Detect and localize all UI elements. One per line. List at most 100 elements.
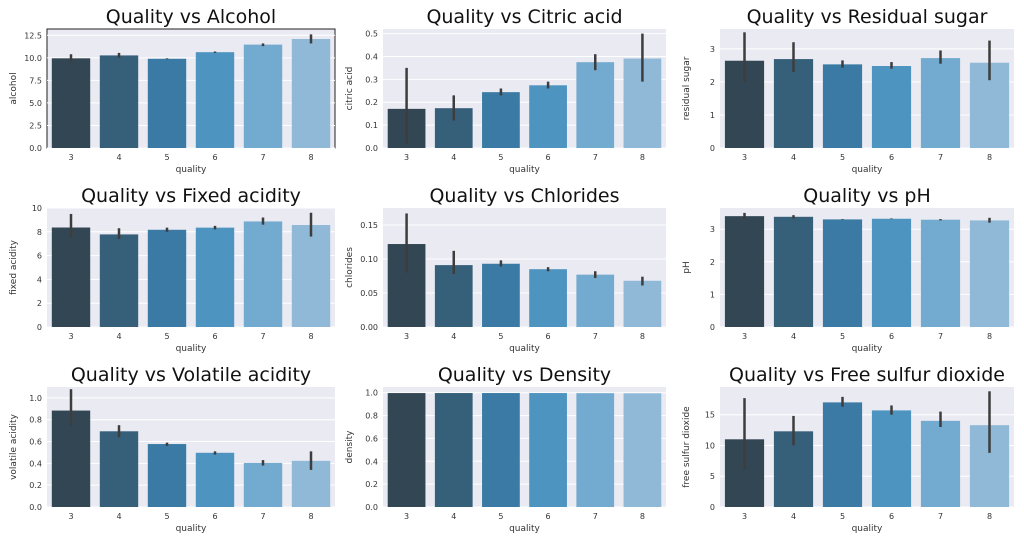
x-tick-label: 6 — [889, 153, 894, 162]
x-tick-label: 4 — [791, 512, 796, 521]
x-tick-label: 3 — [742, 332, 747, 341]
x-axis-label: quality — [852, 524, 883, 534]
y-tick-label: 0.4 — [365, 52, 378, 61]
bar — [871, 66, 912, 148]
x-tick-label: 5 — [840, 332, 845, 341]
bar — [623, 280, 662, 327]
bar — [822, 402, 863, 507]
y-tick-label: 0.00 — [360, 323, 378, 332]
y-axis-label: citric acid — [345, 67, 355, 111]
bar — [920, 219, 961, 327]
y-tick-label: 1 — [710, 290, 715, 299]
bar — [724, 216, 765, 327]
x-axis-label: quality — [509, 524, 540, 534]
bar — [529, 393, 567, 507]
y-tick-label: 8 — [37, 228, 42, 237]
y-axis-label: volatile acidity — [9, 413, 19, 479]
x-tick-label: 3 — [404, 153, 409, 162]
x-tick-label: 3 — [404, 332, 409, 341]
y-tick-label: 3 — [710, 225, 715, 234]
x-tick-label: 5 — [498, 153, 503, 162]
x-axis-label: quality — [176, 165, 207, 175]
x-tick-label: 6 — [212, 332, 217, 341]
bar — [920, 420, 961, 507]
y-tick-label: 7.5 — [29, 76, 42, 85]
y-tick-label: 10 — [32, 204, 42, 213]
bar — [243, 221, 283, 327]
bar — [243, 44, 283, 149]
y-tick-label: 0.0 — [29, 144, 42, 153]
y-tick-label: 3 — [710, 45, 715, 54]
y-tick-label: 0.10 — [360, 255, 378, 264]
y-tick-label: 5.0 — [29, 99, 42, 108]
bar — [99, 234, 139, 327]
y-tick-label: 1.0 — [29, 394, 42, 403]
bar — [99, 55, 139, 148]
x-axis-label: quality — [852, 344, 883, 354]
y-axis-label: free sulfur dioxide — [682, 406, 692, 488]
x-tick-label: 4 — [116, 332, 121, 341]
bar — [623, 393, 662, 507]
x-tick-label: 4 — [791, 332, 796, 341]
bar — [576, 393, 615, 507]
x-tick-label: 4 — [791, 153, 796, 162]
bar — [291, 39, 331, 148]
bar — [195, 452, 235, 507]
bar — [773, 59, 814, 149]
y-tick-label: 0.6 — [365, 434, 378, 443]
x-tick-label: 6 — [212, 512, 217, 521]
bar — [195, 227, 235, 327]
y-tick-label: 0.8 — [365, 412, 378, 421]
bar — [51, 410, 91, 507]
x-tick-label: 6 — [212, 153, 217, 162]
chart-title: Quality vs Free sulfur dioxide — [729, 364, 1005, 386]
y-tick-label: 4 — [37, 275, 42, 284]
y-tick-label: 0.4 — [365, 457, 378, 466]
bar — [920, 58, 961, 148]
y-tick-label: 0 — [710, 503, 715, 512]
x-tick-label: 8 — [640, 512, 645, 521]
x-tick-label: 8 — [308, 512, 313, 521]
chart-title: Quality vs Alcohol — [106, 6, 276, 28]
y-tick-label: 6 — [37, 252, 42, 261]
y-tick-label: 2 — [37, 299, 42, 308]
plot-area — [383, 208, 666, 327]
x-tick-label: 8 — [987, 512, 992, 521]
y-tick-label: 0.0 — [29, 503, 42, 512]
x-tick-label: 4 — [116, 512, 121, 521]
y-tick-label: 2 — [710, 258, 715, 267]
y-axis-label: fixed acidity — [9, 239, 19, 295]
bar — [482, 92, 520, 148]
y-tick-label: 1.0 — [365, 389, 378, 398]
chart-title: Quality vs Volatile acidity — [71, 364, 311, 386]
y-axis-label: density — [345, 430, 355, 464]
x-axis-label: quality — [176, 524, 207, 534]
y-tick-label: 0.1 — [365, 121, 378, 130]
x-tick-label: 7 — [938, 332, 943, 341]
x-tick-label: 7 — [593, 512, 598, 521]
y-axis-label: residual sugar — [682, 56, 692, 120]
bar — [822, 219, 863, 327]
x-tick-label: 7 — [938, 512, 943, 521]
bar — [147, 58, 187, 148]
x-tick-label: 3 — [68, 153, 73, 162]
y-tick-label: 0.3 — [365, 75, 378, 84]
y-tick-label: 2 — [710, 78, 715, 87]
bar — [147, 444, 187, 507]
plot-area — [720, 208, 1014, 327]
y-tick-label: 0.5 — [365, 30, 378, 39]
bar — [99, 431, 139, 507]
y-tick-label: 0 — [37, 323, 42, 332]
plot-area — [720, 387, 1014, 507]
y-axis-label: pH — [682, 261, 692, 273]
plot-area — [47, 208, 335, 327]
x-tick-label: 5 — [840, 512, 845, 521]
x-tick-label: 4 — [116, 153, 121, 162]
x-tick-label: 4 — [451, 332, 456, 341]
x-tick-label: 7 — [260, 153, 265, 162]
x-tick-label: 4 — [451, 512, 456, 521]
bar — [773, 216, 814, 327]
bar — [482, 393, 520, 507]
chart-title: Quality vs Residual sugar — [747, 6, 988, 28]
